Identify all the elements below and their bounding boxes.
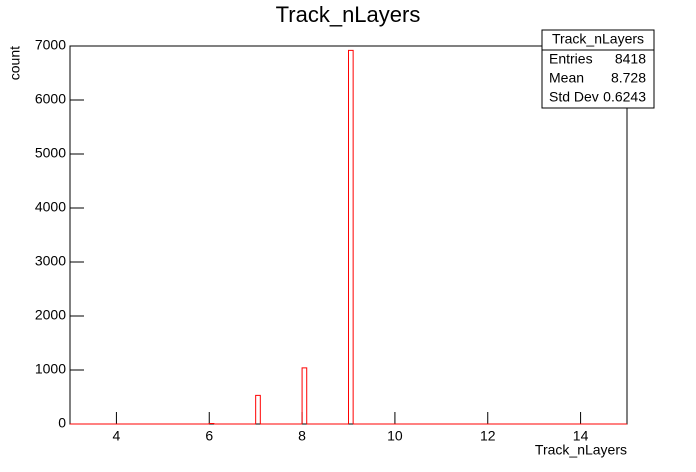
stats-key: Entries [549, 51, 593, 67]
x-tick-label: 12 [480, 428, 496, 444]
stats-key: Std Dev [549, 89, 599, 105]
y-tick-label: 2000 [35, 307, 66, 323]
histogram-bin [255, 394, 261, 424]
y-tick-label: 4000 [35, 199, 66, 215]
y-tick-label: 3000 [35, 253, 66, 269]
x-axis-label: Track_nLayers [535, 442, 627, 458]
stats-value: 8418 [615, 51, 646, 67]
x-tick-label: 10 [387, 428, 403, 444]
y-axis-label: count [7, 46, 23, 80]
histogram-bin [208, 422, 215, 424]
y-tick-label: 7000 [35, 37, 66, 53]
stats-title: Track_nLayers [552, 31, 644, 47]
stats-value: 8.728 [611, 70, 646, 86]
y-tick-label: 5000 [35, 145, 66, 161]
histogram-bin [301, 367, 308, 424]
y-tick-label: 6000 [35, 91, 66, 107]
histogram-bin [348, 49, 354, 424]
chart-title: Track_nLayers [276, 2, 421, 27]
x-tick-label: 14 [573, 428, 589, 444]
stats-key: Mean [549, 70, 584, 86]
stats-value: 0.6243 [603, 89, 646, 105]
x-tick-label: 4 [113, 428, 121, 444]
y-tick-label: 1000 [35, 361, 66, 377]
stats-box [541, 29, 655, 109]
x-tick-label: 6 [205, 428, 213, 444]
y-tick-label: 0 [58, 415, 66, 431]
x-tick-label: 8 [298, 428, 306, 444]
